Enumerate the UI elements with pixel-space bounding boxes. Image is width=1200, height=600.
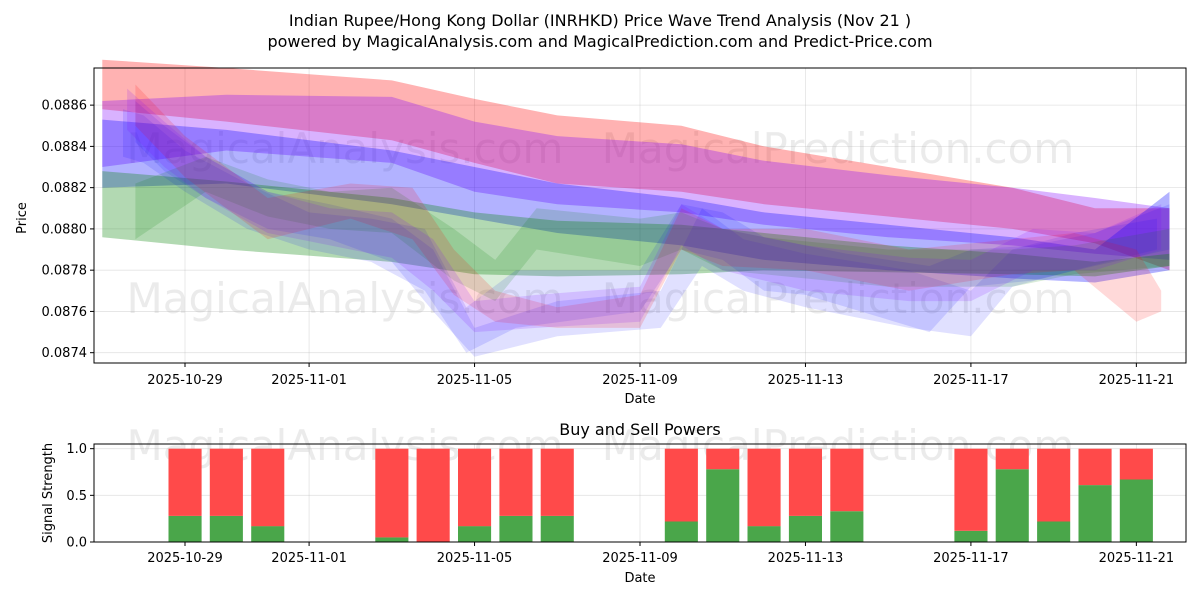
price-band-green-wide bbox=[102, 171, 1170, 277]
sell-bar bbox=[1037, 448, 1071, 522]
chart-title-line2: powered by MagicalAnalysis.com and Magic… bbox=[267, 32, 932, 51]
sell-bar bbox=[747, 448, 781, 527]
price-y-tick-label: 0.0874 bbox=[42, 346, 88, 361]
signal-ylabel: Signal Strength bbox=[41, 443, 56, 543]
watermark-top-left-2: MagicalAnalysis.com bbox=[127, 274, 564, 323]
buy-bar bbox=[747, 526, 781, 542]
price-y-tick-label: 0.0886 bbox=[42, 99, 88, 114]
price-x-tick-label: 2025-11-21 bbox=[1099, 373, 1175, 388]
price-xlabel: Date bbox=[624, 392, 655, 407]
sell-bar bbox=[995, 448, 1029, 470]
price-y-tick-label: 0.0882 bbox=[42, 181, 88, 196]
buy-bar bbox=[209, 515, 243, 542]
sell-bar bbox=[168, 448, 202, 516]
sell-bar bbox=[664, 448, 698, 522]
price-x-tick-label: 2025-11-05 bbox=[437, 373, 513, 388]
signal-y-ticks: 0.0 0.5 1.0 bbox=[66, 442, 94, 551]
sell-bar bbox=[458, 448, 492, 527]
buy-bar bbox=[830, 511, 864, 542]
buy-bar bbox=[1119, 479, 1153, 542]
buy-bar bbox=[375, 537, 409, 542]
sell-bar bbox=[375, 448, 409, 538]
price-x-tick-label: 2025-11-01 bbox=[271, 373, 347, 388]
signal-x-tick-label: 2025-11-21 bbox=[1099, 551, 1175, 566]
signal-x-tick-label: 2025-11-17 bbox=[933, 551, 1009, 566]
sell-bar bbox=[1119, 448, 1153, 480]
sell-bar bbox=[706, 448, 740, 470]
signal-x-tick-label: 2025-11-13 bbox=[768, 551, 844, 566]
sell-bar bbox=[1078, 448, 1112, 486]
buy-bar bbox=[540, 515, 574, 542]
buy-bar bbox=[1037, 521, 1071, 542]
watermark-top-right-1: MagicalPrediction.com bbox=[602, 124, 1075, 173]
price-x-tick-label: 2025-11-13 bbox=[768, 373, 844, 388]
signal-y-tick-label: 0.0 bbox=[66, 536, 87, 551]
signal-x-tick-label: 2025-11-09 bbox=[602, 551, 678, 566]
price-y-tick-label: 0.0876 bbox=[42, 305, 88, 320]
buy-bar bbox=[788, 515, 822, 542]
sell-bar bbox=[954, 448, 988, 531]
sell-bar bbox=[251, 448, 285, 527]
price-band-blue-wave-2 bbox=[135, 101, 1157, 357]
price-panel: MagicalAnalysis.com MagicalPrediction.co… bbox=[15, 59, 1187, 407]
signal-chart-title: Buy and Sell Powers bbox=[559, 420, 721, 439]
price-band-blue-wide bbox=[102, 119, 1170, 283]
signal-x-tick-label: 2025-10-29 bbox=[147, 551, 223, 566]
buy-bar bbox=[458, 526, 492, 542]
price-x-tick-label: 2025-10-29 bbox=[147, 373, 223, 388]
chart-title-line1: Indian Rupee/Hong Kong Dollar (INRHKD) P… bbox=[289, 11, 911, 30]
watermark-top-left-1: MagicalAnalysis.com bbox=[127, 124, 564, 173]
buy-bar bbox=[706, 469, 740, 542]
signal-y-tick-label: 0.5 bbox=[66, 489, 87, 504]
sell-bar bbox=[499, 448, 533, 516]
signal-panel: MagicalAnalysis.com MagicalPrediction.co… bbox=[41, 420, 1187, 586]
buy-bar bbox=[1078, 485, 1112, 542]
signal-xlabel: Date bbox=[624, 571, 655, 586]
price-band-blue-wave-1 bbox=[123, 109, 1170, 353]
price-band-purple-wave bbox=[127, 88, 1162, 333]
watermark-top-right-2: MagicalPrediction.com bbox=[602, 274, 1075, 323]
sell-bar bbox=[788, 448, 822, 516]
price-y-ticks: 0.0874 0.0876 0.0878 0.0880 0.0882 0.0884 0.08… bbox=[42, 99, 94, 361]
signal-x-ticks: 2025-10-29 2025-11-01 2025-11-05 2025-11-09… bbox=[147, 542, 1174, 566]
signal-y-tick-label: 1.0 bbox=[66, 442, 87, 457]
signal-x-tick-label: 2025-11-05 bbox=[437, 551, 513, 566]
sell-bar bbox=[416, 448, 450, 542]
price-y-tick-label: 0.0884 bbox=[42, 140, 88, 155]
sell-bar bbox=[540, 448, 574, 516]
price-y-tick-label: 0.0878 bbox=[42, 264, 88, 279]
price-y-tick-label: 0.0880 bbox=[42, 222, 88, 237]
buy-bar bbox=[499, 515, 533, 542]
buy-bar bbox=[664, 521, 698, 542]
buy-bar bbox=[995, 469, 1029, 542]
price-band-green-wave bbox=[135, 156, 1170, 302]
signal-x-tick-label: 2025-11-01 bbox=[271, 551, 347, 566]
price-grid bbox=[94, 68, 1186, 363]
sell-bar bbox=[830, 448, 864, 512]
price-x-tick-label: 2025-11-09 bbox=[602, 373, 678, 388]
price-ylabel: Price bbox=[15, 202, 30, 234]
buy-bar bbox=[251, 526, 285, 542]
price-band-purple-wide bbox=[102, 94, 1170, 260]
price-bands bbox=[102, 59, 1170, 357]
buy-bar bbox=[168, 515, 202, 542]
sell-bar bbox=[209, 448, 243, 516]
price-band-red-wave bbox=[135, 84, 1162, 328]
price-x-ticks: 2025-10-29 2025-11-01 2025-11-05 2025-11-09… bbox=[147, 363, 1174, 388]
price-x-tick-label: 2025-11-17 bbox=[933, 373, 1009, 388]
price-band-red-wide bbox=[102, 59, 1170, 271]
signal-bars bbox=[168, 448, 1153, 542]
buy-bar bbox=[954, 530, 988, 542]
